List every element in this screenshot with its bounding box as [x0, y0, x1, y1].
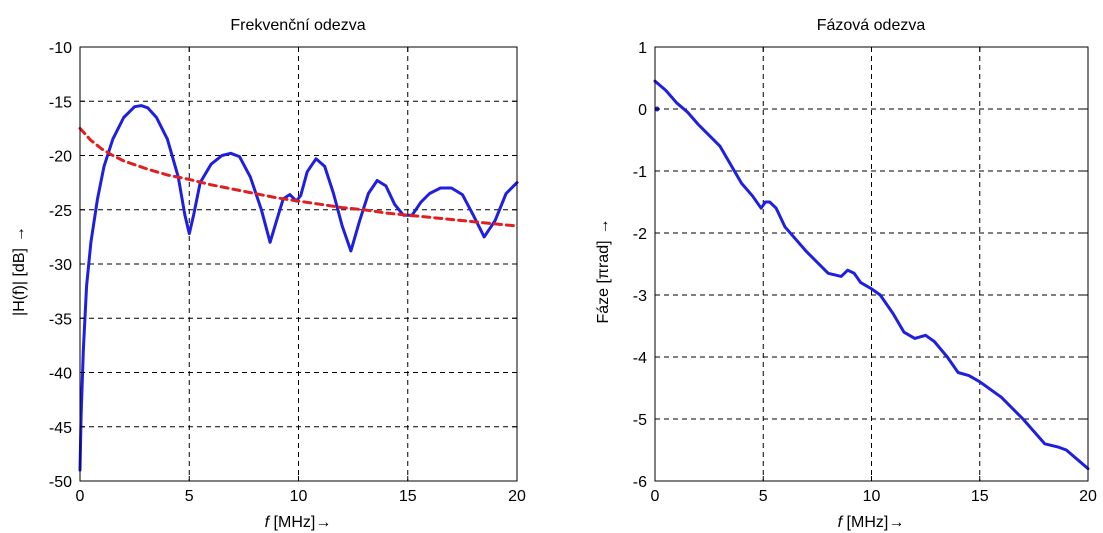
x-tick-label: 5 — [185, 488, 194, 505]
series-line — [653, 79, 1090, 471]
series-layer — [78, 104, 519, 472]
x-tick-label: 15 — [399, 488, 417, 505]
y-tick-label: -10 — [49, 40, 72, 57]
y-tick-label: 0 — [638, 102, 647, 119]
x-tick-label: 5 — [759, 488, 768, 505]
ticks: 0 5 10 15 20 -6 -5 -4 -3 -2 -1 0 1 — [633, 40, 1097, 505]
y-tick-label: -4 — [633, 350, 647, 367]
y-tick-label: -40 — [49, 366, 72, 383]
y-tick-label: -45 — [49, 420, 72, 437]
y-tick-label: -25 — [49, 203, 72, 220]
y-axis-label: Fáze [πrad]→ — [595, 218, 612, 323]
chart-title: Frekvenční odezva — [230, 17, 365, 34]
y-tick-label: -2 — [633, 226, 647, 243]
x-axis-label: f [MHz]→ — [265, 514, 332, 531]
y-tick-label: -15 — [49, 94, 72, 111]
x-tick-label: 15 — [971, 488, 989, 505]
x-tick-label: 20 — [1079, 488, 1097, 505]
frequency-response-chart: Frekvenční odezva 0 5 10 15 20 -50 -45 -40 -35 -3… — [11, 17, 526, 531]
x-tick-label: 20 — [508, 488, 526, 505]
ticks: 0 5 10 15 20 -50 -45 -40 -35 -30 -25 -20 -15 -10 — [49, 40, 526, 505]
series-line-dashed — [78, 126, 519, 228]
y-tick-label: -20 — [49, 149, 72, 166]
series-line — [78, 104, 519, 472]
y-tick-label: -6 — [633, 474, 647, 491]
x-tick-label: 10 — [290, 488, 308, 505]
y-axis-label: |H(f)| [dB]→ — [11, 226, 28, 316]
grid — [80, 47, 517, 481]
x-tick-label: 0 — [651, 488, 660, 505]
x-tick-label: 10 — [863, 488, 881, 505]
x-axis-label: f [MHz]→ — [838, 514, 905, 531]
y-tick-label: -1 — [633, 164, 647, 181]
x-tick-label: 0 — [76, 488, 85, 505]
grid — [655, 47, 1088, 481]
y-tick-label: -50 — [49, 474, 72, 491]
chart-title: Fázová odezva — [817, 17, 926, 34]
y-tick-label: -30 — [49, 257, 72, 274]
phase-response-chart: Fázová odezva 0 5 10 15 20 -6 -5 -4 -3 -2 -1 0 1 f [… — [595, 17, 1097, 531]
y-tick-label: -3 — [633, 288, 647, 305]
y-tick-label: -35 — [49, 311, 72, 328]
y-tick-label: 1 — [638, 40, 647, 57]
y-tick-label: -5 — [633, 412, 647, 429]
